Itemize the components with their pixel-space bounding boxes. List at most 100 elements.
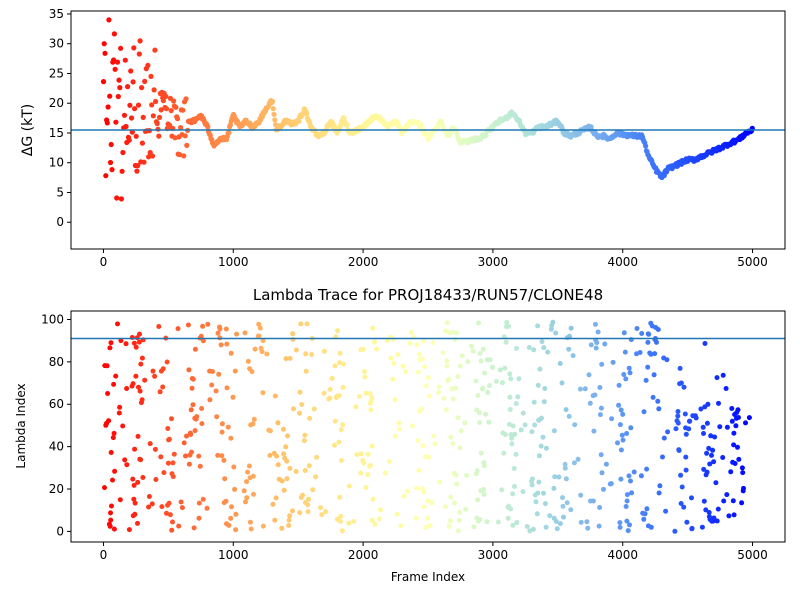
- lambda-point: [245, 469, 251, 475]
- lambda-point: [415, 438, 421, 443]
- delta-g-point: [111, 31, 117, 37]
- lambda-point: [721, 498, 727, 504]
- lambda-point: [501, 450, 507, 456]
- lambda-point: [111, 430, 117, 436]
- lambda-point: [531, 347, 537, 353]
- delta-g-point: [158, 107, 164, 113]
- lambda-point: [477, 517, 483, 522]
- lambda-point: [735, 407, 741, 413]
- lambda-point: [246, 463, 252, 469]
- lambda-point: [650, 394, 656, 400]
- lambda-point: [431, 433, 437, 439]
- lambda-point: [199, 421, 205, 427]
- lambda-point: [529, 429, 535, 435]
- lambda-point: [736, 415, 741, 420]
- lambda-point: [578, 519, 584, 525]
- lambda-point: [557, 361, 563, 366]
- lambda-point: [392, 433, 398, 439]
- lambda-point: [421, 338, 427, 344]
- delta-g-point: [145, 62, 151, 68]
- lambda-point: [186, 461, 192, 467]
- lambda-point: [192, 346, 198, 352]
- lambda-point: [548, 326, 554, 332]
- lambda-point: [661, 435, 667, 441]
- delta-g-point: [177, 152, 183, 158]
- lambda-point: [735, 444, 740, 450]
- lambda-point: [108, 517, 114, 523]
- lambda-point: [281, 451, 287, 457]
- lambda-point: [228, 350, 234, 356]
- lambda-point: [586, 372, 592, 378]
- lambda-point: [284, 458, 290, 464]
- lambda-point: [624, 498, 630, 504]
- lambda-point: [618, 407, 624, 413]
- lambda-point: [564, 500, 570, 506]
- lambda-point: [260, 390, 266, 396]
- lambda-point: [637, 350, 643, 355]
- lambda-point: [454, 481, 460, 487]
- lambda-point: [302, 468, 308, 473]
- lambda-point: [135, 520, 140, 526]
- lambda-point: [376, 516, 382, 522]
- lambda-point: [200, 338, 206, 344]
- delta-g-point: [153, 98, 159, 105]
- lambda-point: [485, 389, 491, 395]
- lambda-point: [497, 367, 503, 373]
- lambda-point: [313, 474, 319, 480]
- lambda-point: [620, 411, 626, 417]
- delta-g-point: [483, 132, 489, 138]
- delta-g-point: [269, 98, 276, 105]
- lambda-point: [733, 423, 739, 429]
- lambda-point: [327, 395, 333, 401]
- lambda-point: [446, 376, 452, 382]
- lambda-point: [360, 346, 366, 352]
- lambda-point: [617, 422, 623, 428]
- lambda-point: [408, 329, 414, 335]
- lambda-point: [529, 476, 535, 482]
- delta-g-point: [173, 104, 179, 110]
- lambda-point: [455, 528, 461, 534]
- lambda-point: [147, 441, 153, 447]
- delta-g-point: [108, 141, 114, 148]
- lambda-point: [457, 363, 463, 369]
- delta-g-point: [130, 79, 136, 85]
- lambda-point: [152, 446, 158, 452]
- lambda-point: [416, 351, 422, 357]
- lambda-point: [594, 340, 600, 346]
- lambda-point: [643, 377, 649, 383]
- lambda-point: [189, 449, 194, 455]
- lambda-point: [188, 432, 194, 437]
- lambda-point: [204, 505, 210, 511]
- lambda-point: [140, 475, 146, 480]
- lambda-point: [476, 320, 482, 326]
- lambda-point: [654, 339, 659, 345]
- lambda-point: [368, 407, 374, 413]
- lambda-point: [475, 497, 481, 503]
- lambda-point: [216, 371, 222, 377]
- lambda-ylabel: Lambda Index: [14, 383, 28, 468]
- delta-g-point: [109, 167, 115, 173]
- lambda-point: [731, 430, 737, 436]
- lambda-point: [382, 470, 388, 476]
- lambda-point: [390, 376, 396, 382]
- lambda-point: [478, 450, 484, 456]
- lambda-point: [455, 374, 461, 380]
- lambda-point: [454, 330, 460, 336]
- lambda-point: [111, 381, 117, 387]
- lambda-point: [185, 322, 191, 328]
- lambda-point: [280, 426, 286, 432]
- lambda-point: [161, 470, 167, 476]
- lambda-point: [362, 374, 368, 380]
- delta-g-point: [304, 111, 310, 117]
- lambda-point: [676, 448, 682, 453]
- delta-g-point: [116, 77, 122, 83]
- lambda-point: [551, 428, 557, 434]
- lambda-point: [701, 466, 707, 472]
- lambda-point: [210, 369, 215, 374]
- lambda-point: [337, 494, 343, 500]
- lambda-point: [530, 526, 536, 532]
- delta-g-point: [128, 115, 135, 121]
- lambda-point: [275, 420, 281, 426]
- lambda-point: [547, 513, 553, 519]
- lambda-ytick-label: 40: [49, 440, 64, 454]
